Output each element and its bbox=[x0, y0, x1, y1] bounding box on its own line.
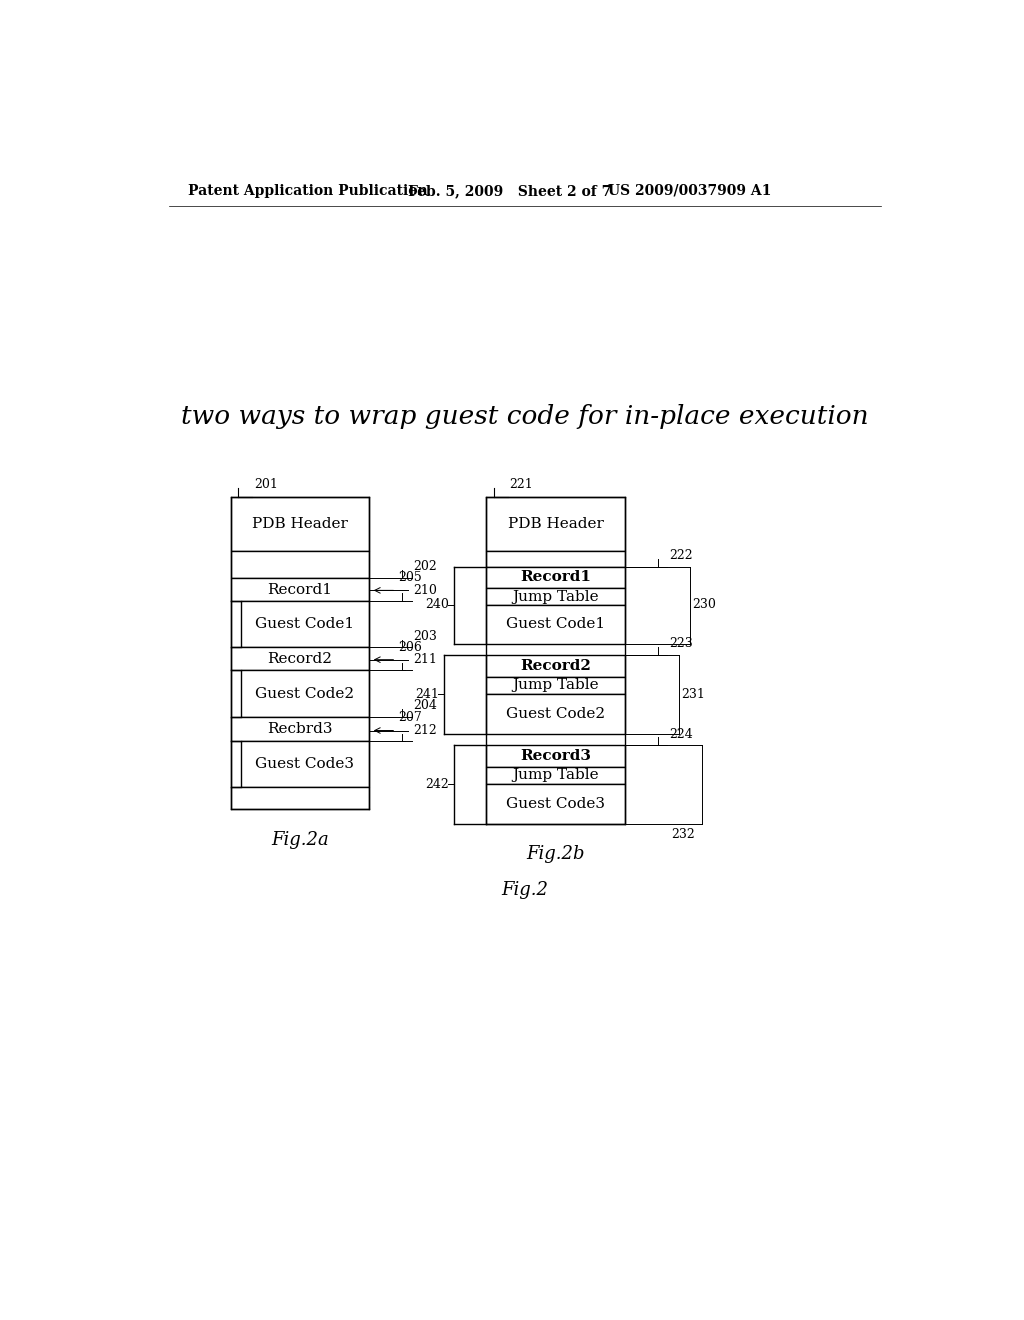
Bar bbox=[241, 742, 370, 788]
Text: PDB Header: PDB Header bbox=[508, 517, 603, 531]
Text: 242: 242 bbox=[425, 777, 449, 791]
Bar bbox=[230, 578, 370, 601]
Bar bbox=[230, 498, 370, 552]
Text: Guest Code3: Guest Code3 bbox=[255, 758, 354, 771]
Text: Record1: Record1 bbox=[267, 582, 333, 597]
Text: PDB Header: PDB Header bbox=[252, 517, 348, 531]
Text: Fig.2: Fig.2 bbox=[502, 882, 548, 899]
Text: Fig.2a: Fig.2a bbox=[271, 830, 329, 849]
Text: Feb. 5, 2009   Sheet 2 of 7: Feb. 5, 2009 Sheet 2 of 7 bbox=[408, 183, 611, 198]
Bar bbox=[230, 647, 370, 671]
Text: Guest Code3: Guest Code3 bbox=[506, 797, 605, 810]
Text: Jump Table: Jump Table bbox=[512, 678, 599, 692]
Bar bbox=[230, 788, 370, 809]
Text: 230: 230 bbox=[692, 598, 717, 611]
Text: 205: 205 bbox=[397, 572, 422, 585]
Text: Recbrd3: Recbrd3 bbox=[267, 722, 333, 737]
Text: 204: 204 bbox=[413, 700, 437, 711]
Text: two ways to wrap guest code for in-place execution: two ways to wrap guest code for in-place… bbox=[181, 404, 868, 429]
Bar bbox=[486, 655, 625, 677]
Text: 207: 207 bbox=[397, 711, 422, 725]
Text: 224: 224 bbox=[669, 727, 692, 741]
Bar bbox=[486, 784, 625, 824]
Text: 222: 222 bbox=[669, 549, 692, 562]
Text: 223: 223 bbox=[669, 638, 692, 651]
Text: Fig.2b: Fig.2b bbox=[526, 845, 585, 863]
Text: 240: 240 bbox=[425, 598, 449, 611]
Text: Record3: Record3 bbox=[520, 748, 591, 763]
Bar bbox=[230, 552, 370, 578]
Bar bbox=[486, 693, 625, 734]
Text: Patent Application Publication: Patent Application Publication bbox=[188, 183, 428, 198]
Text: 212: 212 bbox=[413, 723, 437, 737]
Text: 241: 241 bbox=[415, 688, 438, 701]
Bar bbox=[486, 605, 625, 644]
Text: 203: 203 bbox=[413, 630, 437, 643]
Text: Record2: Record2 bbox=[267, 652, 333, 665]
Text: Jump Table: Jump Table bbox=[512, 768, 599, 783]
Bar bbox=[230, 717, 370, 742]
Bar bbox=[486, 677, 625, 693]
Text: 201: 201 bbox=[254, 478, 278, 491]
Text: Record1: Record1 bbox=[520, 570, 591, 585]
Bar bbox=[486, 767, 625, 784]
Text: 231: 231 bbox=[681, 688, 705, 701]
Bar bbox=[241, 601, 370, 647]
Bar bbox=[486, 552, 625, 566]
Text: 206: 206 bbox=[397, 640, 422, 653]
Bar bbox=[486, 744, 625, 767]
Bar bbox=[486, 589, 625, 605]
Bar bbox=[486, 498, 625, 552]
Text: US 2009/0037909 A1: US 2009/0037909 A1 bbox=[608, 183, 771, 198]
Text: Guest Code2: Guest Code2 bbox=[506, 706, 605, 721]
Text: 221: 221 bbox=[509, 478, 534, 491]
Text: Guest Code1: Guest Code1 bbox=[506, 618, 605, 631]
Text: Guest Code2: Guest Code2 bbox=[255, 686, 354, 701]
Text: 210: 210 bbox=[413, 583, 437, 597]
Text: 232: 232 bbox=[671, 829, 695, 841]
Bar bbox=[486, 566, 625, 589]
Text: 202: 202 bbox=[413, 561, 437, 573]
Bar bbox=[241, 671, 370, 717]
Text: 211: 211 bbox=[413, 653, 437, 665]
Text: Jump Table: Jump Table bbox=[512, 590, 599, 603]
Text: Guest Code1: Guest Code1 bbox=[255, 618, 354, 631]
Text: Record2: Record2 bbox=[520, 659, 591, 673]
